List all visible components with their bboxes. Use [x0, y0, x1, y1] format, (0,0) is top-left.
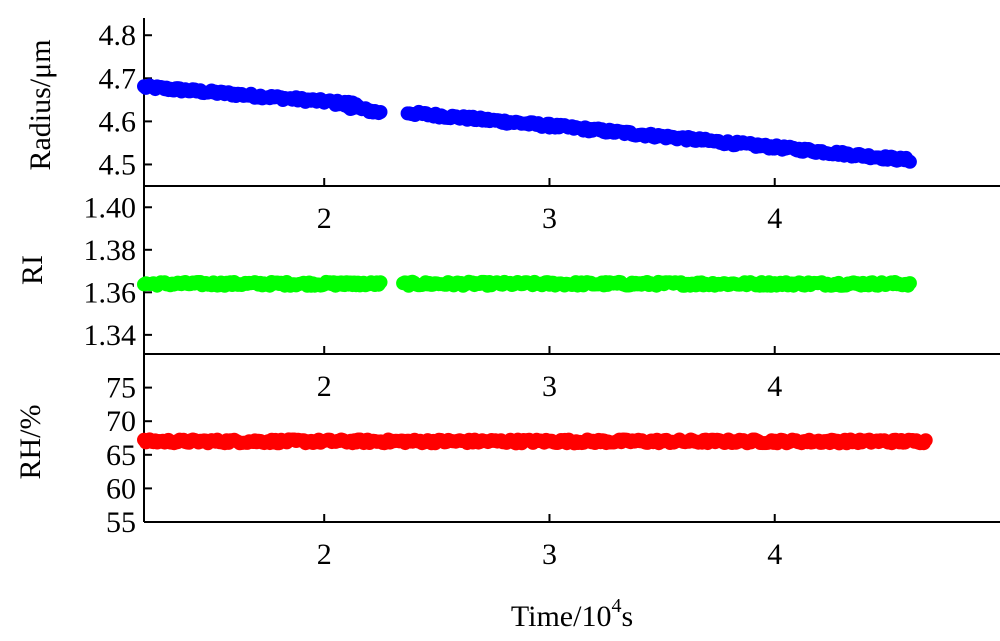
y-tick-label: 4.7: [99, 62, 137, 95]
data-point: [902, 154, 917, 169]
data-series: [137, 78, 917, 169]
x-tick-label: 2: [317, 370, 332, 403]
data-point: [373, 105, 388, 119]
y-tick-label: 55: [106, 506, 136, 539]
x-axis-label-text: Time/10: [511, 600, 612, 633]
x-tick-label: 4: [767, 370, 782, 403]
y-axis-label: RH/%: [14, 405, 47, 480]
x-tick-label: 4: [767, 538, 782, 571]
x-tick-label: 2: [317, 202, 332, 235]
ri-panel: 1.34 1.36 1.38 1.40 2 3 4 RI: [16, 186, 1000, 403]
y-tick-label: 1.34: [84, 319, 137, 352]
y-axis-label: RI: [16, 255, 49, 285]
x-axis-label: Time/104s: [511, 595, 633, 633]
x-tick-label: 2: [317, 538, 332, 571]
y-tick-label: 4.6: [99, 105, 137, 138]
data-point: [373, 275, 388, 290]
data-point: [902, 276, 917, 291]
y-tick-label: 75: [106, 372, 136, 405]
y-tick-label: 1.40: [84, 191, 137, 224]
y-tick-label: 1.36: [84, 276, 137, 309]
x-tick-label: 3: [542, 370, 557, 403]
x-tick-label: 3: [542, 202, 557, 235]
y-tick-label: 60: [106, 472, 136, 505]
y-tick-label: 65: [106, 439, 136, 472]
x-axis-label-unit: s: [621, 600, 633, 633]
y-tick-label: 4.8: [99, 19, 137, 52]
y-tick-label: 70: [106, 405, 136, 438]
x-axis-label-exponent: 4: [611, 595, 621, 617]
x-tick-label: 4: [767, 202, 782, 235]
y-tick-label: 1.38: [84, 234, 137, 267]
data-point: [918, 433, 933, 448]
y-tick-label: 4.5: [99, 148, 137, 181]
y-axis-label: Radius/μm: [24, 39, 57, 170]
radius-panel: 4.5 4.6 4.7 4.8 2 3 4 Radius/μm: [24, 18, 1000, 235]
data-series: [137, 274, 917, 293]
data-series: [137, 432, 933, 451]
x-tick-label: 3: [542, 538, 557, 571]
